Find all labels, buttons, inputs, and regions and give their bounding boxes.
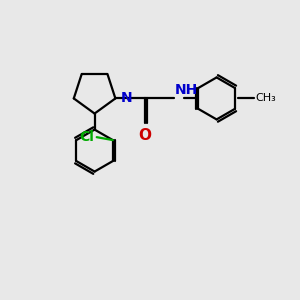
Text: N: N xyxy=(121,92,132,105)
Text: CH₃: CH₃ xyxy=(255,93,276,103)
Text: Cl: Cl xyxy=(79,130,94,144)
Text: O: O xyxy=(138,128,151,143)
Text: NH: NH xyxy=(175,83,198,97)
